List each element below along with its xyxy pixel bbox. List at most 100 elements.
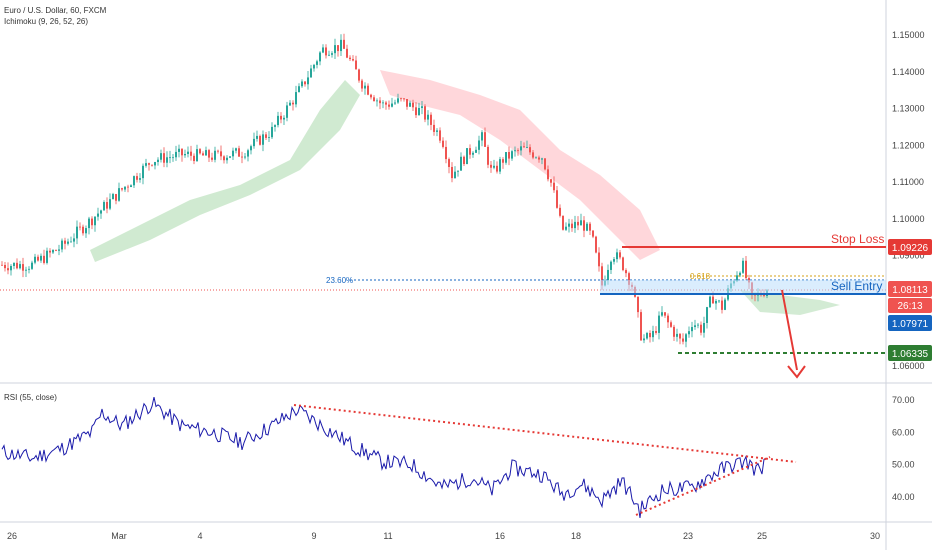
candle-111 [334,38,336,59]
candle-22 [67,238,69,246]
candle-99 [298,83,300,93]
candle-18 [55,249,57,252]
candle-12 [37,254,39,262]
candle-206 [619,250,621,260]
candle-100 [301,79,303,88]
stop-loss-label: Stop Loss [831,232,884,246]
sell-entry-badge: 1.07971 [888,315,932,331]
candle-152 [457,170,459,177]
candle-212 [637,296,639,318]
rsi-line [1,396,767,518]
candle-103 [310,64,312,78]
candle-79 [238,145,240,157]
candle-190 [571,219,573,232]
candle-165 [496,161,498,174]
time-tick-9: 30 [870,531,880,541]
candle-168 [505,152,507,165]
candle-36 [109,193,111,211]
candle-142 [427,110,429,126]
candle-139 [418,102,420,116]
candle-76 [229,156,231,159]
sell-entry-label: Sell Entry [831,279,882,293]
candle-67 [202,151,204,156]
candle-135 [406,98,408,110]
candle-167 [502,157,504,169]
candle-15 [46,247,48,265]
candle-133 [400,97,402,102]
projection-arrow-shaft [781,289,798,371]
candle-0 [1,261,3,266]
candle-153 [460,152,462,171]
candle-179 [538,155,540,163]
candle-80 [241,151,243,164]
candle-4 [13,262,15,270]
candle-197 [592,230,594,239]
candle-10 [31,260,33,270]
time-tick-3: 9 [311,531,316,541]
candle-87 [262,130,264,152]
candle-175 [526,140,528,149]
candle-143 [430,112,432,131]
candle-130 [391,97,393,108]
candle-198 [595,235,597,254]
candle-20 [61,238,63,253]
candle-14 [43,249,45,265]
candle-47 [142,163,144,185]
candle-82 [247,148,249,162]
cloud-bullish [90,80,360,262]
time-tick-8: 25 [757,531,767,541]
candle-71 [214,146,216,163]
candle-107 [322,44,324,54]
candle-147 [442,137,444,149]
candle-55 [166,151,168,168]
candle-215 [646,331,648,340]
price-tick-3: 1.12000 [892,140,925,150]
cloud-bullish-recent [740,290,840,315]
candle-58 [175,145,177,161]
candle-56 [169,150,171,164]
symbol-title: Euro / U.S. Dollar, 60, FXCM [4,6,107,15]
stop-loss-price: 1.09226 [892,243,929,254]
candle-98 [295,85,297,108]
candle-146 [439,127,441,144]
candle-157 [472,151,474,158]
candle-78 [235,147,237,154]
candle-189 [568,218,570,233]
time-axis: 26 Mar 4 9 11 16 18 23 25 30 [7,531,880,541]
candle-234 [703,316,705,338]
candle-5 [16,258,18,270]
candle-3 [10,264,12,276]
candle-120 [361,78,363,92]
candle-91 [274,124,276,132]
candle-92 [277,111,279,128]
candle-191 [574,215,576,233]
rsi-title: RSI (55, close) [4,393,57,402]
candle-42 [127,184,129,193]
candle-247 [742,257,744,274]
countdown-badge: 26:13 [888,298,932,313]
time-tick-1: Mar [111,531,127,541]
price-tick-1: 1.14000 [892,67,925,77]
candle-117 [352,55,354,62]
candle-122 [367,83,369,96]
candle-110 [331,51,333,58]
candle-155 [466,148,468,165]
candle-149 [448,157,450,174]
candle-144 [433,119,435,136]
candle-19 [58,244,60,256]
candle-232 [697,323,699,329]
candle-154 [463,155,465,166]
candle-81 [244,152,246,160]
candle-41 [124,186,126,192]
candle-73 [220,145,222,161]
candle-34 [103,200,105,211]
candle-66 [199,148,201,155]
candle-54 [163,147,165,168]
candle-52 [157,157,159,166]
candle-177 [532,149,534,160]
candle-131 [394,99,396,106]
candle-176 [529,144,531,155]
candle-113 [340,34,342,57]
candle-40 [121,187,123,192]
time-tick-6: 18 [571,531,581,541]
